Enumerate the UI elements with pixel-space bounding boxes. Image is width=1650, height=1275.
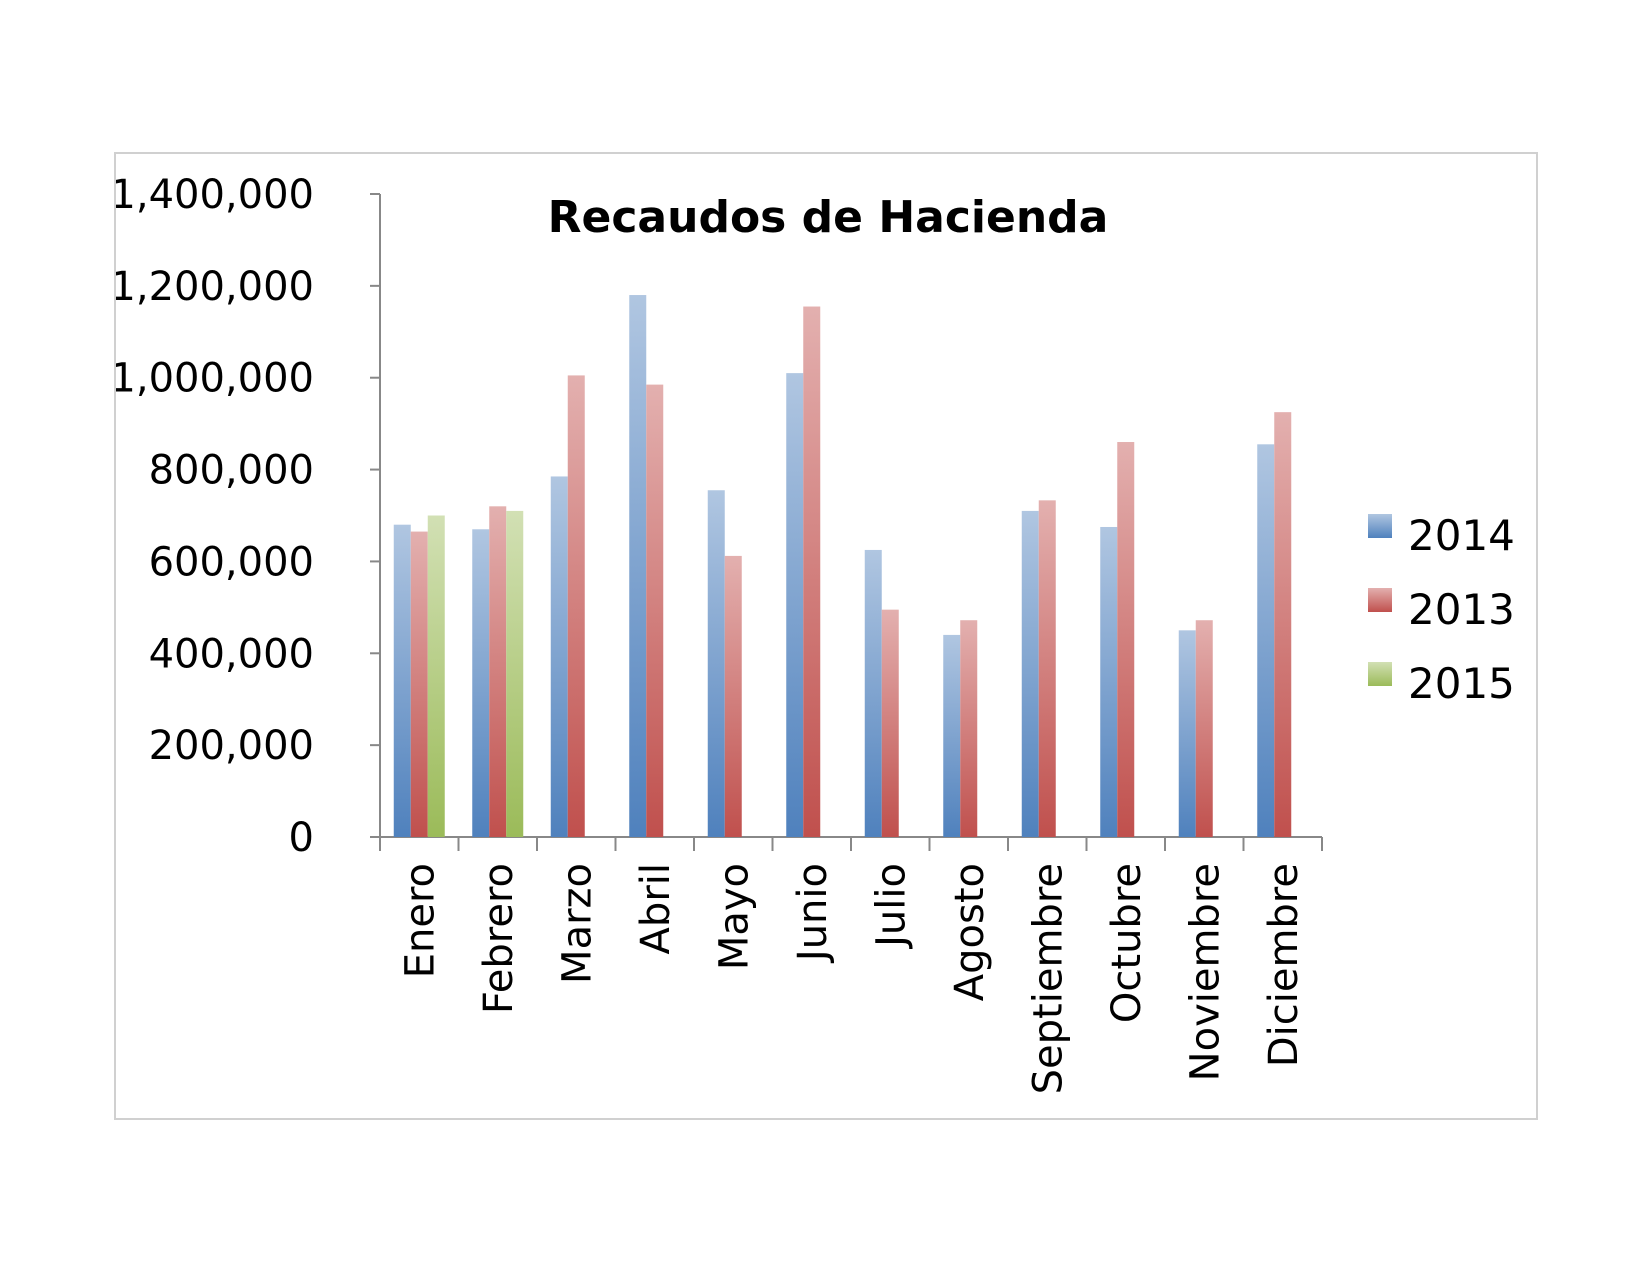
y-tick-label: 600,000 [149, 539, 314, 585]
bars [393, 295, 1292, 837]
y-tick-label: 1,400,000 [116, 172, 314, 218]
x-tick-label: Octubre [1104, 863, 1150, 1023]
y-tick-label: 1,200,000 [116, 264, 314, 310]
legend-swatch-2014 [1368, 514, 1392, 538]
y-axis: 0 200,000 400,000 600,000 800,000 1,000,000 1,… [116, 172, 381, 861]
legend-swatch-2013 [1368, 588, 1392, 612]
bar-2013-Noviembre [1195, 620, 1213, 837]
x-tick-label: Mayo [711, 863, 757, 970]
chart-title: Recaudos de Hacienda [548, 192, 1109, 243]
bar-2014-Marzo [550, 476, 568, 837]
bar-2014-Mayo [707, 490, 725, 837]
x-tick-label: Junio [790, 863, 836, 964]
bar-2013-Mayo [724, 555, 742, 837]
bar-2014-Julio [864, 549, 882, 837]
x-tick-label: Noviembre [1182, 863, 1228, 1081]
bar-2013-Julio [881, 609, 899, 837]
y-tick-label: 0 [289, 815, 314, 861]
y-tick-label: 800,000 [149, 448, 314, 494]
x-axis: Enero Febrero Marzo Abril Mayo Junio Julio Agos… [379, 836, 1323, 1094]
bar-2013-Diciembre [1274, 412, 1292, 837]
x-tick-label: Abril [633, 863, 679, 954]
y-tick-label: 1,000,000 [116, 356, 314, 402]
bar-2015-Enero [427, 515, 445, 837]
y-tick-label: 400,000 [149, 631, 314, 677]
bar-2014-Junio [786, 373, 804, 837]
bar-2014-Noviembre [1178, 630, 1196, 837]
bar-2015-Febrero [506, 510, 524, 837]
x-tick-label: Septiembre [1025, 863, 1071, 1094]
bar-2014-Octubre [1100, 526, 1118, 837]
bar-2013-Abril [646, 384, 664, 837]
x-tick-label: Diciembre [1261, 863, 1307, 1067]
x-tick-label: Julio [868, 863, 914, 950]
bar-2013-Febrero [489, 506, 507, 837]
bar-2014-Diciembre [1257, 444, 1275, 837]
bar-2013-Marzo [567, 375, 585, 837]
legend-label-2014: 2014 [1408, 511, 1515, 560]
bar-chart: Recaudos de Hacienda 0 200,000 400,000 600,… [116, 172, 1515, 1094]
legend: 2014 2013 2015 [1368, 511, 1515, 708]
bar-2013-Junio [803, 306, 821, 837]
bar-2013-Octubre [1117, 442, 1135, 837]
bar-2014-Febrero [472, 529, 490, 837]
bar-2014-Septiembre [1021, 510, 1039, 837]
bar-2014-Abril [629, 295, 647, 837]
legend-label-2013: 2013 [1408, 585, 1515, 634]
x-tick-label: Marzo [554, 863, 600, 984]
bar-2013-Septiembre [1038, 500, 1056, 837]
x-tick-label: Agosto [947, 863, 993, 1001]
x-tick-label: Enero [397, 863, 443, 978]
y-tick-label: 200,000 [149, 723, 314, 769]
legend-label-2015: 2015 [1408, 659, 1515, 708]
bar-2014-Agosto [943, 634, 961, 837]
bar-2014-Enero [393, 524, 411, 837]
chart-frame: Recaudos de Hacienda 0 200,000 400,000 600,… [114, 152, 1538, 1120]
bar-2013-Agosto [960, 620, 978, 837]
bar-2013-Enero [410, 531, 428, 837]
x-tick-label: Febrero [476, 863, 522, 1014]
legend-swatch-2015 [1368, 662, 1392, 686]
